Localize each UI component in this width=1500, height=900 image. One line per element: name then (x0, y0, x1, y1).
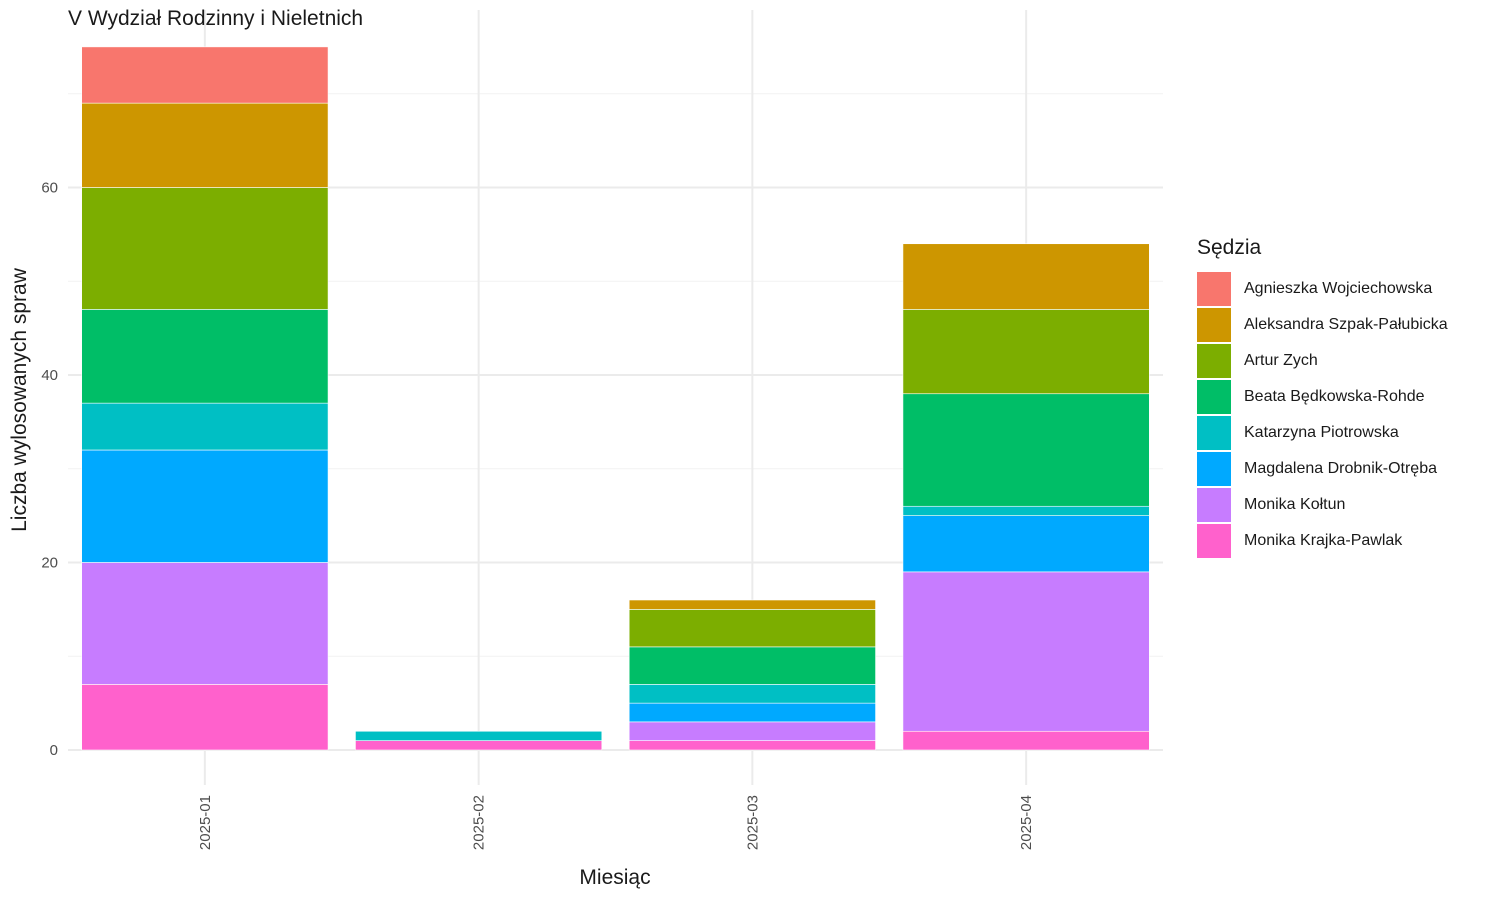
x-axis-label: Miesiąc (579, 866, 651, 889)
bar-segment (628, 702, 876, 723)
x-tick-label: 2025-02 (471, 795, 488, 850)
legend-item: Magdalena Drobnik-Otręba (1197, 451, 1448, 487)
legend-item: Aleksandra Szpak-Pałubicka (1197, 307, 1448, 343)
legend-label: Katarzyna Piotrowska (1244, 424, 1399, 441)
x-tick-label: 2025-04 (1018, 795, 1035, 850)
bar-segment (81, 449, 329, 563)
legend-swatch (1197, 308, 1231, 342)
y-axis-label: Liczba wylosowanych spraw (8, 268, 31, 532)
bar-segment (81, 562, 329, 685)
bar-segment (628, 721, 876, 741)
bar-segment (355, 740, 603, 751)
bar-segment (355, 730, 603, 741)
legend: Sędzia Agnieszka Wojciechowska Aleksandra… (1197, 236, 1448, 559)
legend-swatch (1197, 416, 1231, 450)
bar-segment (81, 46, 329, 104)
legend-label: Artur Zych (1244, 352, 1318, 369)
bar-segment (628, 646, 876, 685)
bar-segment (902, 505, 1150, 516)
bar-segment (81, 402, 329, 451)
legend-title: Sędzia (1197, 236, 1262, 259)
x-tick-label: 2025-01 (197, 795, 214, 850)
y-tick-label: 20 (41, 555, 58, 572)
bar-segment (81, 102, 329, 188)
legend-item: Monika Kołtun (1197, 487, 1448, 523)
legend-item: Artur Zych (1197, 343, 1448, 379)
legend-label: Beata Będkowska-Rohde (1244, 388, 1425, 405)
bar-segment (628, 609, 876, 648)
y-tick-label: 40 (41, 367, 58, 384)
bar-segment (81, 187, 329, 310)
legend-label: Magdalena Drobnik-Otręba (1244, 460, 1437, 477)
bars (81, 46, 1150, 751)
bar-segment (902, 309, 1150, 395)
legend-swatch (1197, 272, 1231, 306)
y-tick-label: 60 (41, 180, 58, 197)
x-tick-label: 2025-03 (744, 795, 761, 850)
legend-label: Monika Kołtun (1244, 496, 1346, 513)
bar-segment (628, 684, 876, 704)
chart-title: V Wydział Rodzinny i Nieletnich (68, 7, 364, 30)
bar-segment (902, 393, 1150, 507)
bar-segment (81, 309, 329, 404)
bar-segment (902, 571, 1150, 732)
x-axis-ticks: 2025-01 2025-02 2025-03 2025-04 (197, 795, 1035, 850)
legend-swatch (1197, 452, 1231, 486)
legend-item: Katarzyna Piotrowska (1197, 415, 1448, 451)
bar-segment (902, 243, 1150, 310)
legend-items: Agnieszka Wojciechowska Aleksandra Szpak-… (1197, 271, 1448, 559)
legend-item: Beata Będkowska-Rohde (1197, 379, 1448, 415)
legend-label: Agnieszka Wojciechowska (1244, 280, 1433, 297)
legend-label: Aleksandra Szpak-Pałubicka (1244, 316, 1448, 333)
legend-swatch (1197, 488, 1231, 522)
bar-segment (902, 730, 1150, 751)
legend-swatch (1197, 344, 1231, 378)
y-axis-ticks: 0 20 40 60 (41, 180, 58, 760)
y-tick-label: 0 (50, 742, 58, 759)
legend-item: Agnieszka Wojciechowska (1197, 271, 1448, 307)
legend-swatch (1197, 524, 1231, 558)
legend-swatch (1197, 380, 1231, 414)
legend-label: Monika Krajka-Pawlak (1244, 532, 1403, 549)
bar-segment (628, 740, 876, 751)
bar-segment (628, 599, 876, 610)
bar-segment (902, 515, 1150, 573)
legend-item: Monika Krajka-Pawlak (1197, 523, 1448, 559)
bar-segment (81, 684, 329, 751)
